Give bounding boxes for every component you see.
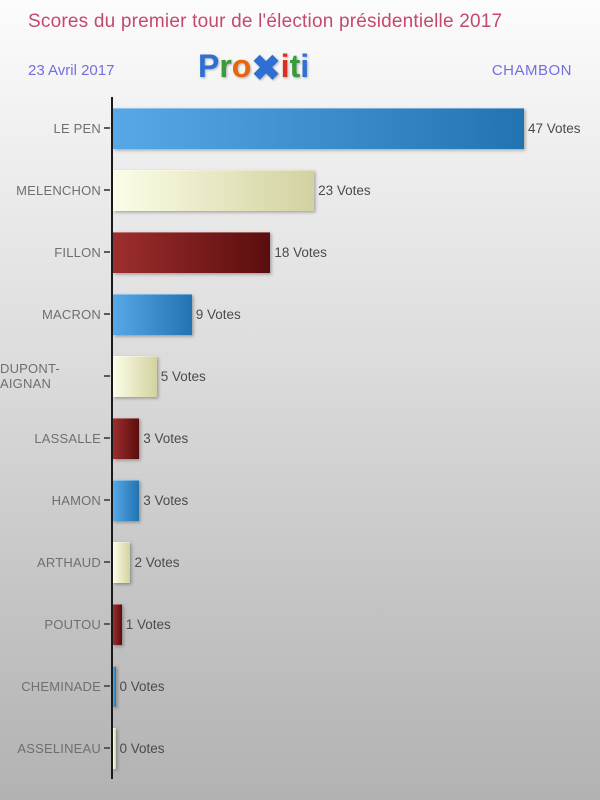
bar-lassalle (113, 417, 140, 459)
bar-row: MELENCHON 23 Votes (0, 159, 600, 221)
logo-letter: t (289, 48, 301, 84)
bar-row: LASSALLE 3 Votes (0, 407, 600, 469)
value-label: 2 Votes (134, 554, 180, 570)
logo-letter: ✖ (251, 49, 281, 88)
bar-cheminade (113, 665, 116, 707)
category-label: LE PEN (53, 120, 101, 136)
category-label: CHEMINADE (21, 678, 101, 694)
category-label: MELENCHON (16, 182, 101, 198)
bar-dupont-aignan (113, 355, 157, 397)
axis-tick-mark (104, 127, 110, 129)
bar-asselineau (113, 727, 116, 769)
value-label: 23 Votes (318, 182, 371, 198)
y-axis-line (111, 97, 113, 779)
axis-tick-mark (104, 561, 110, 563)
date-label: 23 Avril 2017 (28, 62, 115, 79)
logo-letter: P (198, 48, 220, 84)
bar-melenchon (113, 169, 315, 211)
bar-le-pen (113, 107, 524, 149)
bar-row: HAMON 3 Votes (0, 469, 600, 531)
category-label: ASSELINEAU (17, 740, 101, 756)
category-label: DUPONT-AIGNAN (0, 361, 60, 391)
bar-poutou (113, 603, 122, 645)
bar-fillon (113, 231, 271, 273)
bar-row: ARTHAUD 2 Votes (0, 531, 600, 593)
value-label: 5 Votes (160, 368, 206, 384)
value-label: 3 Votes (143, 492, 189, 508)
bar-row: ASSELINEAU 0 Votes (0, 717, 600, 779)
page-title: Scores du premier tour de l'élection pré… (28, 11, 503, 32)
category-label: LASSALLE (34, 430, 101, 446)
bar-row: LE PEN 47 Votes (0, 97, 600, 159)
value-label: 0 Votes (119, 740, 165, 756)
logo-letter: r (219, 48, 232, 84)
axis-tick-mark (104, 251, 110, 253)
bar-row: FILLON 18 Votes (0, 221, 600, 283)
axis-tick-mark (104, 685, 110, 687)
value-label: 3 Votes (143, 430, 189, 446)
value-label: 9 Votes (195, 306, 241, 322)
bar-row: CHEMINADE 0 Votes (0, 655, 600, 717)
value-label: 1 Votes (125, 616, 171, 632)
category-label: POUTOU (44, 616, 101, 632)
bar-row: DUPONT-AIGNAN 5 Votes (0, 345, 600, 407)
value-label: 0 Votes (119, 678, 165, 694)
logo-letter: o (231, 48, 252, 84)
bar-macron (113, 293, 192, 335)
axis-tick-mark (104, 375, 110, 377)
category-label: MACRON (42, 306, 101, 322)
axis-tick-mark (104, 437, 110, 439)
bar-arthaud (113, 541, 131, 583)
place-label: CHAMBON (491, 62, 572, 79)
bar-row: POUTOU 1 Votes (0, 593, 600, 655)
axis-tick-mark (104, 623, 110, 625)
bar-hamon (113, 479, 140, 521)
axis-tick-mark (104, 189, 110, 191)
logo-letter: i (280, 48, 290, 84)
category-label: HAMON (51, 492, 101, 508)
axis-tick-mark (104, 747, 110, 749)
value-label: 47 Votes (528, 120, 581, 136)
axis-tick-mark (104, 499, 110, 501)
category-label: ARTHAUD (36, 554, 101, 570)
logo-letter: i (300, 48, 310, 84)
value-label: 18 Votes (274, 244, 327, 260)
proxiti-logo: Pro✖iti (198, 48, 309, 89)
axis-tick-mark (104, 313, 110, 315)
bar-row: MACRON 9 Votes (0, 283, 600, 345)
category-label: FILLON (54, 244, 101, 260)
